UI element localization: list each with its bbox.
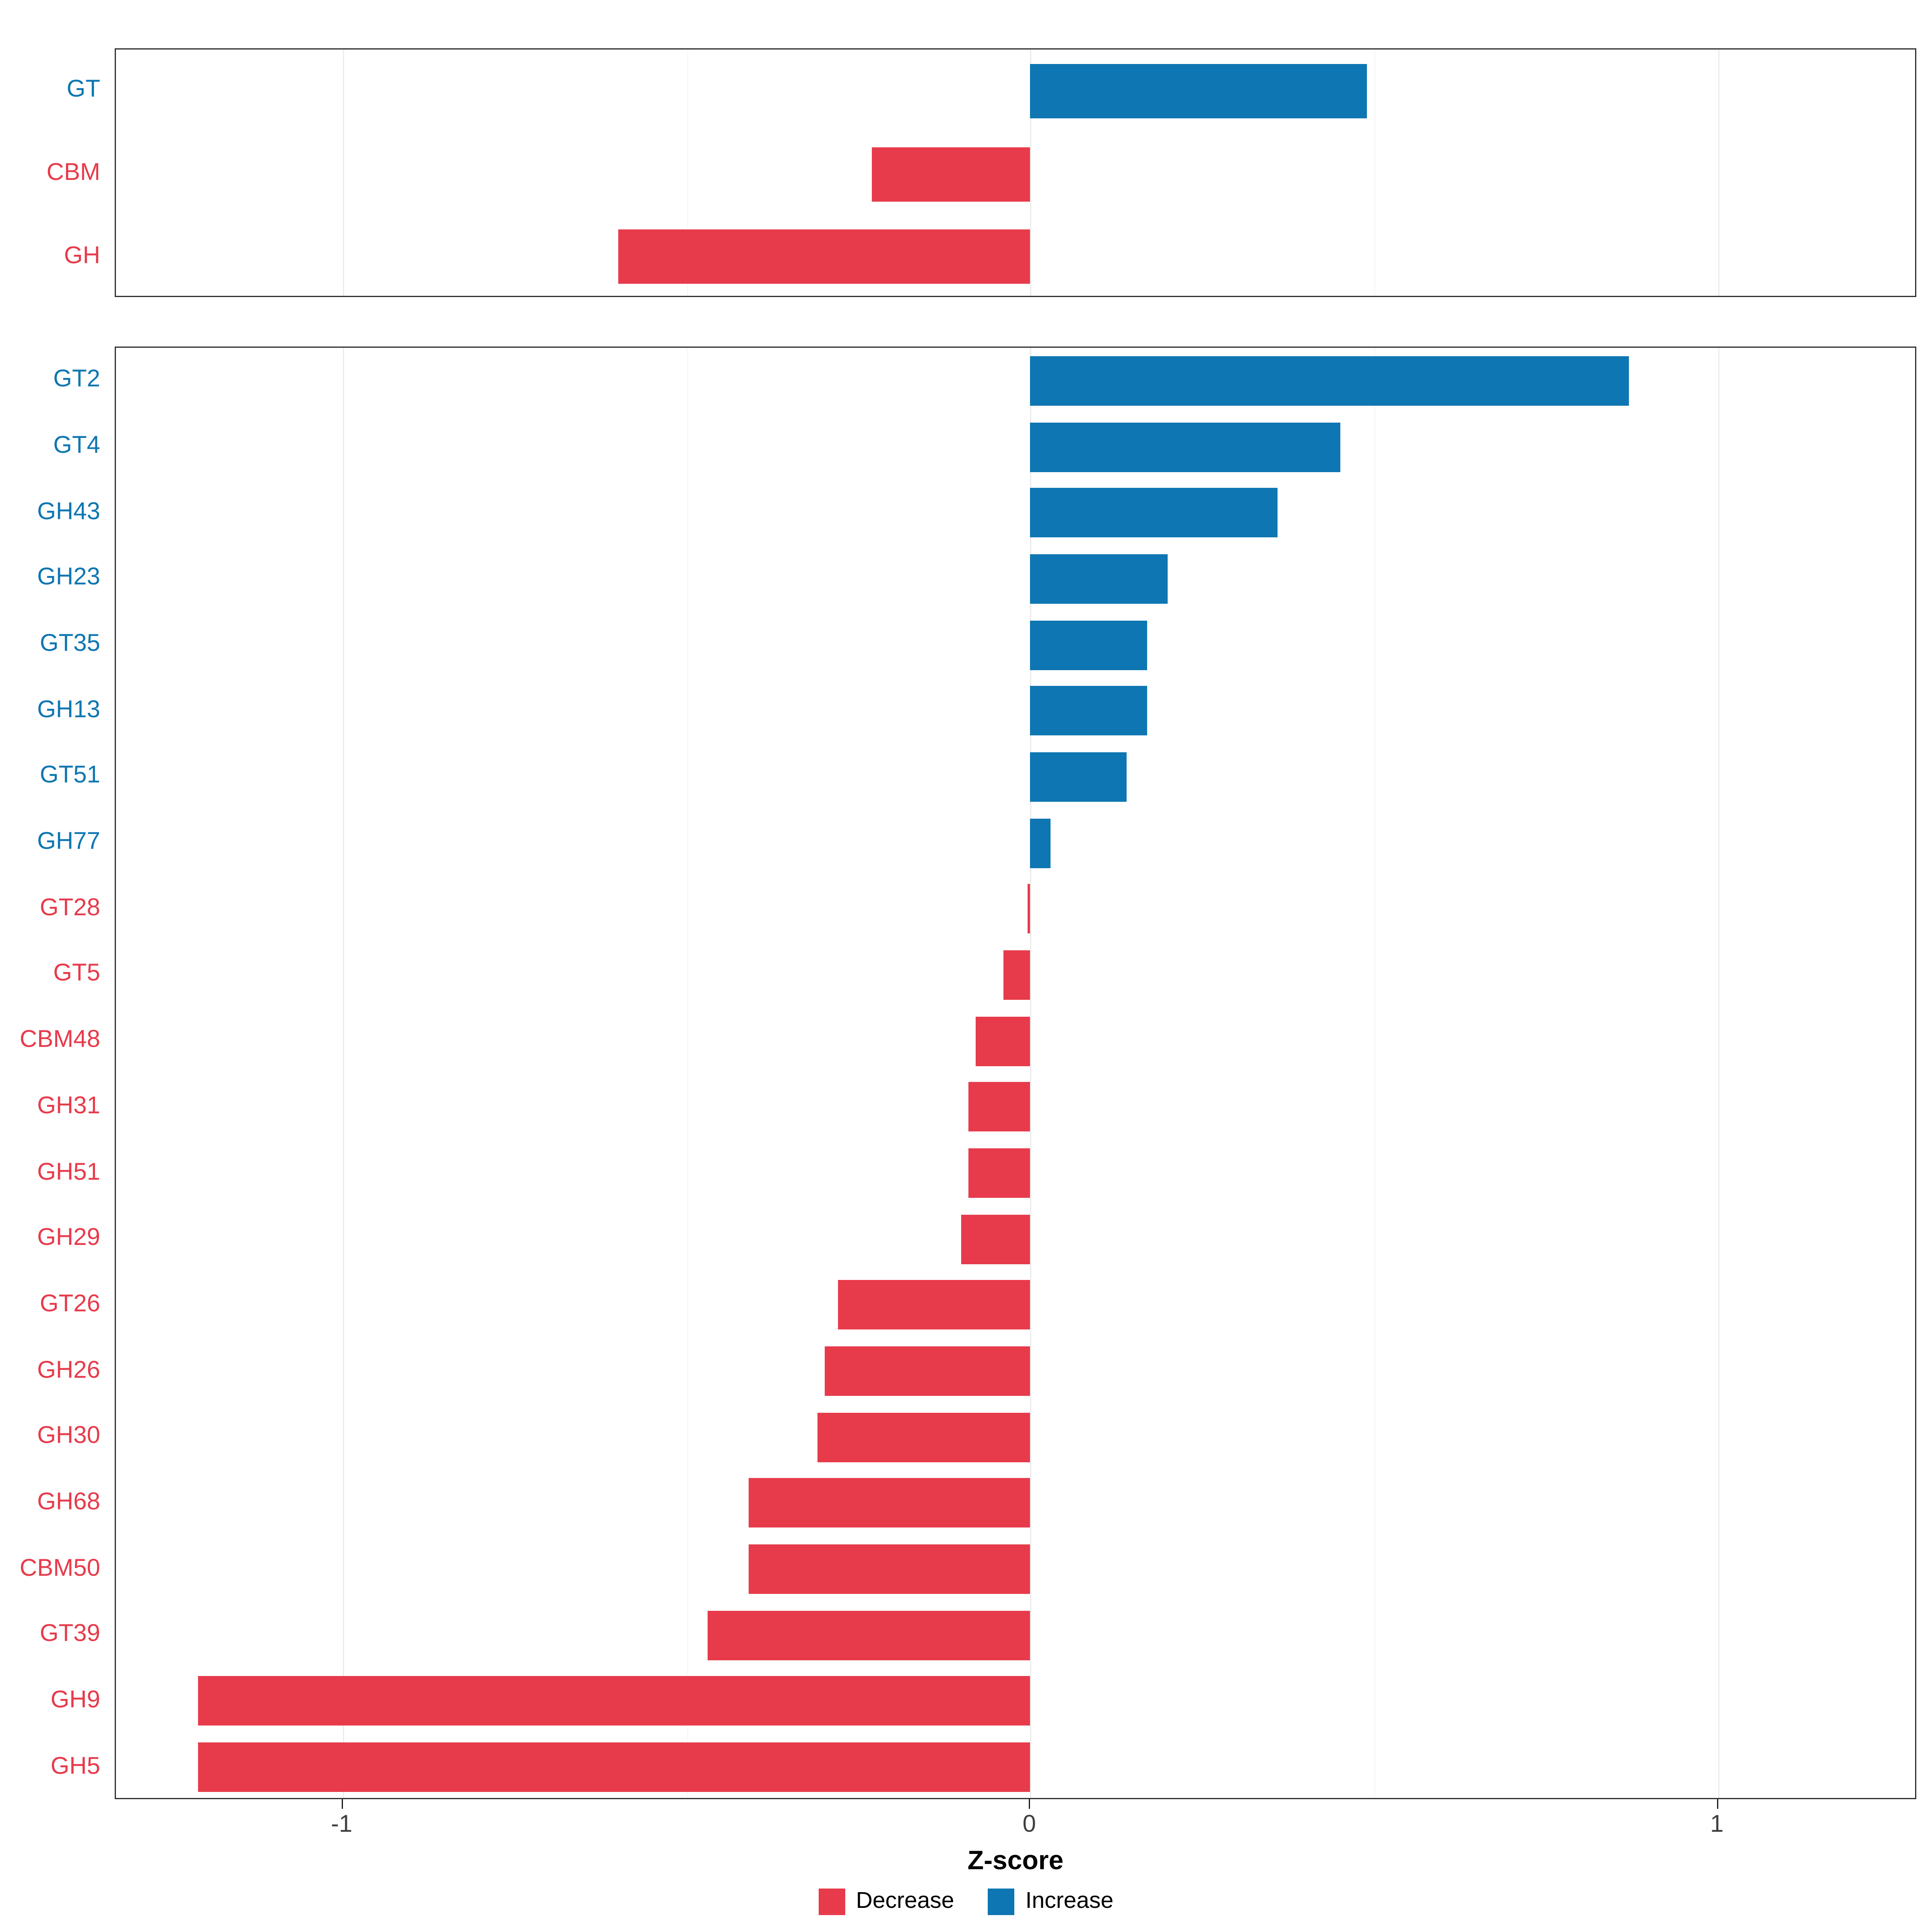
- x-tick-mark: [1029, 1799, 1031, 1809]
- x-tick-mark: [1717, 1799, 1718, 1809]
- gridline-major: [1718, 348, 1719, 1798]
- bar-gh: [618, 229, 1031, 284]
- category-label-gh9: GH9: [50, 1686, 100, 1713]
- bar-gh68: [748, 1478, 1031, 1528]
- category-label-gh29: GH29: [37, 1224, 100, 1251]
- bar-gh5: [198, 1742, 1031, 1792]
- bar-cbm48: [975, 1016, 1031, 1066]
- gridline-minor: [1374, 348, 1376, 1798]
- legend: Decrease Increase: [0, 1889, 1932, 1915]
- bar-gt4: [1030, 422, 1340, 472]
- bar-gh26: [824, 1346, 1031, 1396]
- gridline-major: [1030, 50, 1032, 296]
- category-label-gh43: GH43: [37, 498, 100, 525]
- category-label-gt2: GT2: [53, 366, 100, 393]
- legend-swatch-decrease-icon: [818, 1889, 845, 1915]
- bar-gh77: [1030, 818, 1051, 868]
- bar-gt35: [1030, 620, 1148, 670]
- category-label-cbm50: CBM50: [19, 1554, 100, 1581]
- category-label-gh5: GH5: [50, 1752, 100, 1779]
- category-label-gh: GH: [64, 242, 100, 269]
- category-label-gt35: GT35: [39, 630, 100, 657]
- x-axis-title: Z-score: [967, 1845, 1064, 1875]
- legend-label-increase: Increase: [1025, 1889, 1114, 1914]
- bar-gt5: [1003, 950, 1031, 1000]
- x-tick-label: 1: [1710, 1811, 1724, 1838]
- bar-gh31: [968, 1082, 1031, 1132]
- gridline-major: [343, 348, 344, 1798]
- bar-gt: [1030, 64, 1368, 118]
- panel-summary: [115, 48, 1916, 297]
- category-label-gt39: GT39: [39, 1620, 100, 1647]
- category-label-gh30: GH30: [37, 1422, 100, 1449]
- category-label-gt26: GT26: [39, 1290, 100, 1317]
- legend-swatch-increase-icon: [988, 1889, 1015, 1915]
- bar-gh51: [968, 1148, 1031, 1198]
- legend-item-increase: Increase: [988, 1889, 1114, 1915]
- bar-gh30: [817, 1412, 1031, 1462]
- category-label-gh68: GH68: [37, 1488, 100, 1515]
- category-label-gt: GT: [66, 76, 100, 103]
- gridline-minor: [686, 348, 688, 1798]
- gridline-minor: [686, 50, 688, 296]
- category-label-gh77: GH77: [37, 828, 100, 855]
- bar-cbm: [872, 147, 1031, 201]
- bar-gt28: [1027, 884, 1031, 934]
- bar-gt51: [1030, 752, 1127, 802]
- category-label-gt51: GT51: [39, 762, 100, 789]
- gridline-major: [1030, 348, 1032, 1798]
- legend-item-decrease: Decrease: [818, 1889, 954, 1915]
- category-label-cbm: CBM: [46, 159, 100, 186]
- category-label-gh13: GH13: [37, 696, 100, 723]
- bar-gh9: [198, 1676, 1031, 1726]
- bar-gt39: [707, 1610, 1031, 1660]
- category-label-gh23: GH23: [37, 564, 100, 591]
- category-label-gh31: GH31: [37, 1092, 100, 1119]
- x-tick-mark: [341, 1799, 343, 1809]
- gridline-minor: [1374, 50, 1376, 296]
- bar-gh23: [1030, 554, 1168, 604]
- panel-families: [115, 347, 1916, 1799]
- bar-gh43: [1030, 488, 1278, 538]
- category-label-gh51: GH51: [37, 1158, 100, 1185]
- bar-gt2: [1030, 356, 1629, 406]
- category-label-cbm48: CBM48: [19, 1026, 100, 1053]
- bar-gt26: [838, 1280, 1031, 1330]
- gridline-major: [343, 50, 344, 296]
- category-label-gt5: GT5: [53, 960, 100, 987]
- x-tick-label: 0: [1022, 1811, 1036, 1838]
- bar-gh13: [1030, 686, 1148, 736]
- category-label-gh26: GH26: [37, 1356, 100, 1383]
- x-tick-label: -1: [331, 1811, 353, 1838]
- bar-gh29: [962, 1214, 1031, 1264]
- category-label-gt28: GT28: [39, 894, 100, 921]
- bar-cbm50: [748, 1544, 1031, 1594]
- gridline-major: [1718, 50, 1719, 296]
- legend-label-decrease: Decrease: [856, 1889, 954, 1914]
- category-label-gt4: GT4: [53, 432, 100, 459]
